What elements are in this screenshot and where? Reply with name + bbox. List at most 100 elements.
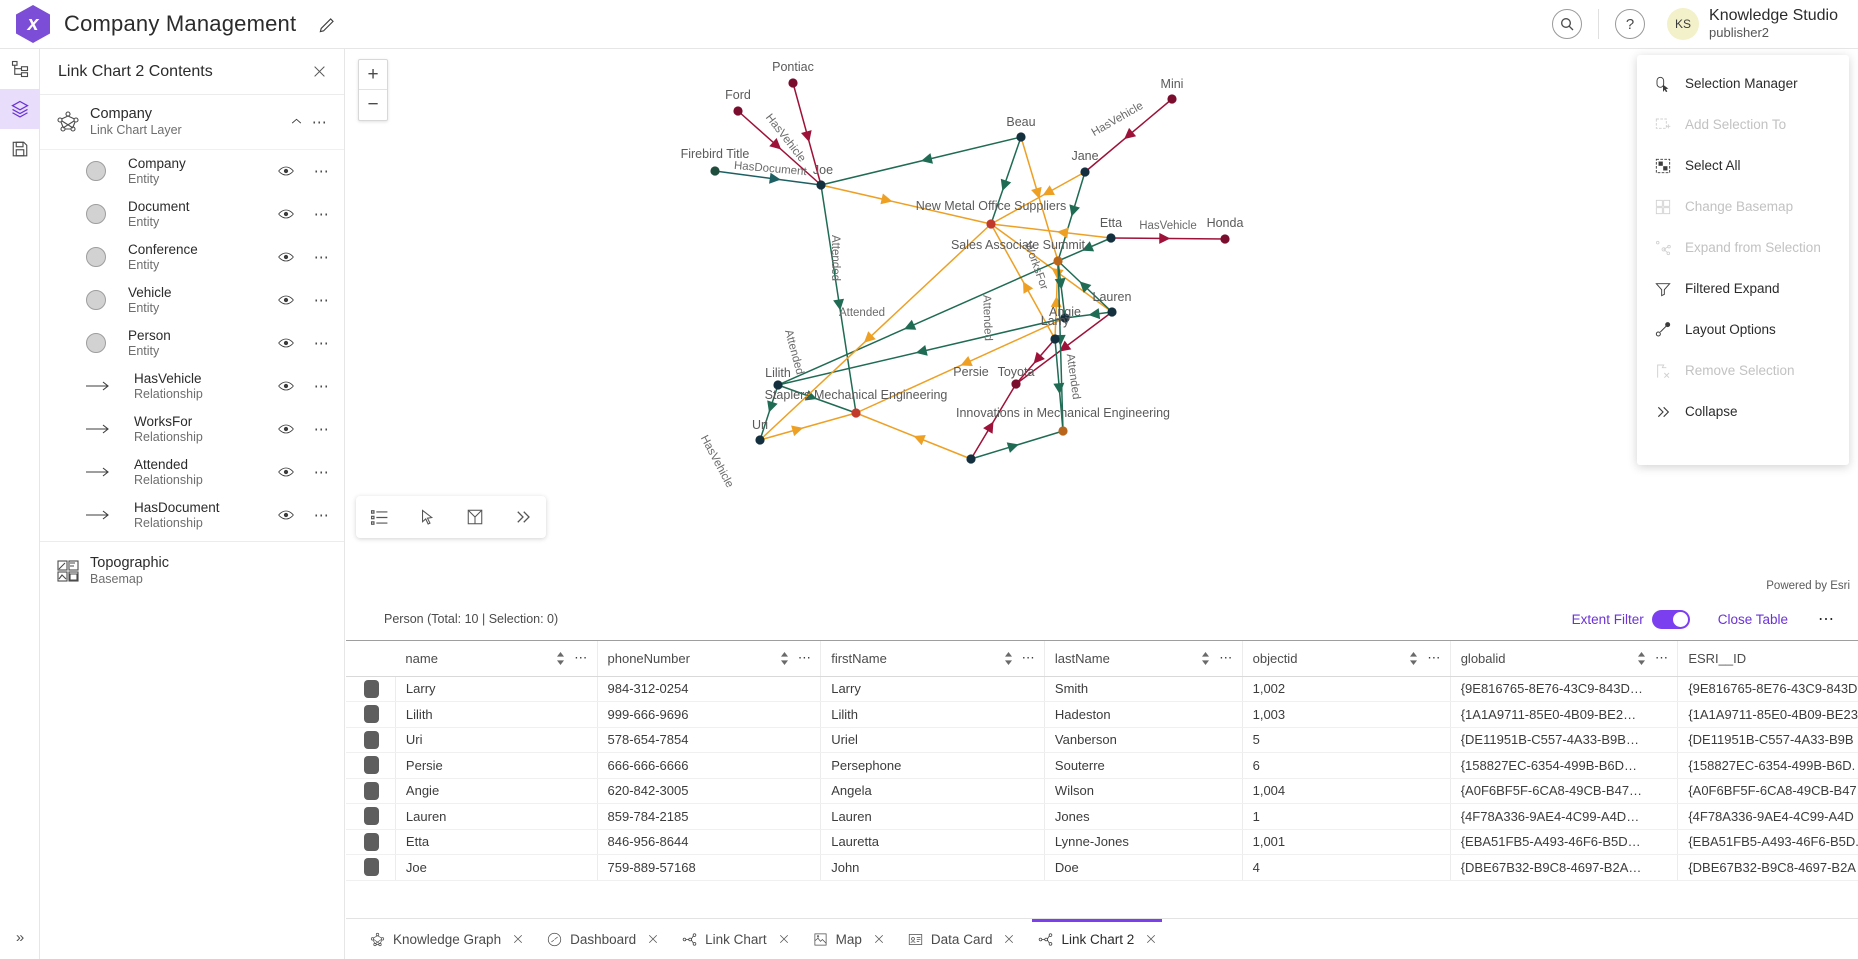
table-column-header[interactable]: firstName ⋯ — [820, 641, 1045, 677]
contents-item-more-icon[interactable]: ⋯ — [313, 249, 331, 267]
row-select-chip[interactable] — [363, 781, 379, 800]
close-table-button[interactable]: Close Table — [1717, 611, 1788, 627]
context-menu-item-select-all[interactable]: Select All — [1637, 145, 1849, 186]
row-select-chip[interactable] — [363, 679, 379, 698]
list-icon[interactable] — [366, 504, 392, 530]
visibility-eye-icon[interactable] — [274, 288, 298, 312]
row-select-chip[interactable] — [363, 705, 379, 724]
graph-node[interactable] — [1016, 132, 1026, 142]
graph-node[interactable] — [1220, 234, 1230, 244]
layer-more-icon[interactable]: ⋯ — [311, 113, 329, 131]
tab-dashboard[interactable]: Dashboard — [535, 919, 670, 959]
graph-node[interactable] — [773, 380, 783, 390]
zoom-in-button[interactable]: + — [359, 60, 387, 90]
contents-item-more-icon[interactable]: ⋯ — [313, 206, 331, 224]
visibility-eye-icon[interactable] — [274, 245, 298, 269]
table-row[interactable]: Etta 846-956-8644 Lauretta Lynne-Jones 1,001… — [346, 829, 1858, 855]
pointer-icon[interactable] — [414, 504, 440, 530]
tab-map[interactable]: Map — [801, 919, 896, 959]
table-row[interactable]: Larry 984-312-0254 Larry Smith 1,002 {9E81676… — [346, 676, 1858, 702]
graph-node[interactable] — [733, 106, 743, 116]
row-select-cell[interactable] — [346, 701, 396, 728]
row-select-cell[interactable] — [346, 803, 396, 830]
chevron-up-icon[interactable] — [284, 110, 308, 134]
pencil-icon[interactable] — [314, 11, 340, 37]
visibility-eye-icon[interactable] — [274, 159, 298, 183]
close-icon[interactable] — [648, 934, 658, 944]
table-row[interactable]: Lilith 999-666-9696 Lilith Hadeston 1,003 {1A… — [346, 701, 1858, 728]
contents-item-more-icon[interactable]: ⋯ — [313, 421, 331, 439]
table-row[interactable]: Joe 759-889-57168 John Doe 4 {DBE67B32-B9C8-4… — [346, 854, 1858, 881]
save-icon[interactable] — [0, 129, 40, 169]
graph-node[interactable] — [851, 408, 861, 418]
extent-filter-toggle[interactable] — [1651, 609, 1690, 629]
zoom-out-button[interactable]: − — [367, 94, 379, 115]
hierarchy-icon[interactable] — [0, 49, 40, 89]
table-row[interactable]: Angie 620-842-3005 Angela Wilson 1,004 {A0F6B… — [346, 778, 1858, 804]
table-row[interactable]: Lauren 859-784-2185 Lauren Jones 1 {4F78A336-… — [346, 803, 1858, 830]
row-select-chip[interactable] — [363, 832, 379, 851]
table-row[interactable]: Persie 666-666-6666 Persephone Souterre 6 {15… — [346, 752, 1858, 779]
row-select-chip[interactable] — [363, 858, 379, 877]
graph-node[interactable] — [710, 166, 720, 176]
tab-link-chart[interactable]: Link Chart — [670, 919, 801, 959]
graph-node[interactable] — [1107, 307, 1117, 317]
graph-node[interactable] — [1053, 256, 1063, 266]
contents-list-item[interactable]: Person Entity ⋯ — [40, 322, 344, 365]
row-select-chip[interactable] — [363, 807, 379, 826]
contents-list-item[interactable]: Company Entity ⋯ — [40, 150, 344, 193]
contents-list-item[interactable]: Conference Entity ⋯ — [40, 236, 344, 279]
contents-list-item[interactable]: Attended Relationship ⋯ — [40, 451, 344, 494]
tab-data-card[interactable]: Data Card — [896, 919, 1027, 959]
table-column-header[interactable]: ESRI__ID⋯ — [1677, 641, 1858, 677]
contents-list-item[interactable]: WorksFor Relationship ⋯ — [40, 408, 344, 451]
column-more-icon[interactable]: ⋯ — [574, 650, 589, 666]
column-more-icon[interactable]: ⋯ — [1427, 650, 1442, 666]
contents-item-more-icon[interactable]: ⋯ — [313, 292, 331, 310]
contents-list-item[interactable]: HasVehicle Relationship ⋯ — [40, 365, 344, 408]
visibility-eye-icon[interactable] — [274, 202, 298, 226]
context-menu-item-layout-options[interactable]: Layout Options — [1637, 309, 1849, 350]
table-column-header[interactable]: name ⋯ — [395, 641, 598, 677]
layer-header-row[interactable]: Company Link Chart Layer ⋯ — [40, 95, 344, 150]
close-icon[interactable] — [1004, 934, 1014, 944]
visibility-eye-icon[interactable] — [274, 374, 298, 398]
table-row[interactable]: Uri 578-654-7854 Uriel Vanberson 5 {DE11951B-… — [346, 727, 1858, 753]
visibility-eye-icon[interactable] — [274, 503, 298, 527]
graph-node[interactable] — [816, 180, 826, 190]
search-icon[interactable] — [1552, 9, 1583, 39]
contents-item-more-icon[interactable]: ⋯ — [313, 378, 331, 396]
sort-icon[interactable] — [1409, 651, 1418, 665]
row-select-chip[interactable] — [363, 730, 379, 749]
visibility-eye-icon[interactable] — [274, 331, 298, 355]
visibility-eye-icon[interactable] — [274, 417, 298, 441]
graph-node[interactable] — [1058, 426, 1068, 436]
lasso-select-icon[interactable] — [462, 504, 488, 530]
graph-node[interactable] — [966, 454, 976, 464]
graph-node[interactable] — [986, 219, 996, 229]
table-column-header[interactable]: lastName ⋯ — [1044, 641, 1243, 677]
context-menu-item-selection-manager[interactable]: Selection Manager — [1637, 63, 1849, 104]
sort-icon[interactable] — [780, 651, 789, 665]
close-icon[interactable] — [779, 934, 789, 944]
graph-node[interactable] — [1060, 313, 1070, 323]
sort-icon[interactable] — [1637, 651, 1646, 665]
sort-icon[interactable] — [556, 651, 565, 665]
contents-list-item[interactable]: HasDocument Relationship ⋯ — [40, 494, 344, 537]
column-more-icon[interactable]: ⋯ — [1021, 650, 1036, 666]
contents-item-more-icon[interactable]: ⋯ — [313, 507, 331, 525]
row-select-cell[interactable] — [346, 752, 396, 779]
column-more-icon[interactable]: ⋯ — [1219, 650, 1234, 666]
contents-item-more-icon[interactable]: ⋯ — [313, 464, 331, 482]
app-logo-icon[interactable]: x — [16, 5, 50, 43]
contents-item-more-icon[interactable]: ⋯ — [313, 163, 331, 181]
table-more-icon[interactable]: ⋯ — [1818, 611, 1836, 628]
contents-list-item[interactable]: Vehicle Entity ⋯ — [40, 279, 344, 322]
graph-node[interactable] — [788, 78, 798, 88]
chevron-double-right-icon[interactable] — [510, 504, 536, 530]
tab-link-chart-2[interactable]: Link Chart 2 — [1026, 918, 1168, 959]
close-icon[interactable] — [874, 934, 884, 944]
close-icon[interactable] — [1146, 934, 1156, 944]
graph-node[interactable] — [755, 435, 765, 445]
data-table-container[interactable]: name ⋯ phoneNumber ⋯ firstName ⋯ lastName ⋯ obje… — [346, 640, 1858, 918]
